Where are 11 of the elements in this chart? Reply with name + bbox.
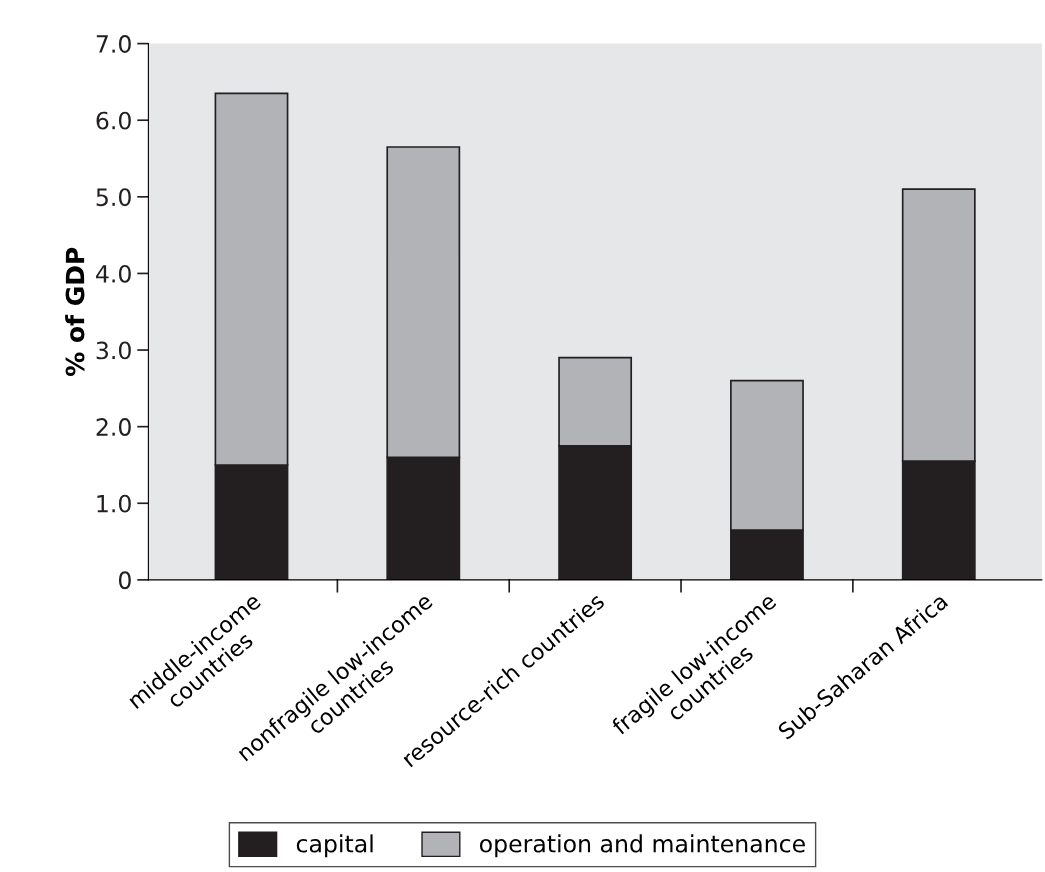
- y-tick-label: 2.0: [96, 418, 131, 436]
- y-axis-title: % of GDP: [65, 247, 85, 376]
- y-tick-label: 0: [118, 571, 131, 590]
- y-tick-label: 3.0: [96, 341, 131, 360]
- legend-label: operation and maintenance: [479, 834, 805, 858]
- y-tick-label: 1.0: [97, 494, 131, 513]
- y-tick-label: 7.0: [96, 35, 131, 53]
- y-tick-label: 6.0: [96, 111, 131, 130]
- y-tick-label: 4.0: [96, 264, 131, 283]
- legend-label: capital: [296, 834, 373, 858]
- y-tick-label: 5.0: [96, 188, 131, 207]
